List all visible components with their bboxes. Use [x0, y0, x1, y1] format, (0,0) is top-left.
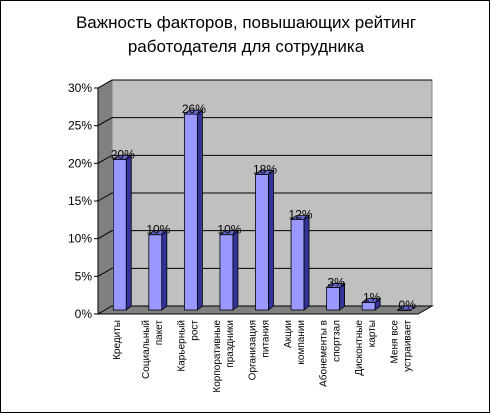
x-category-label: Социальный пакет: [141, 320, 165, 379]
x-category-label-line: Дисконтные: [354, 320, 365, 376]
x-category-label-line: Организация: [248, 320, 259, 380]
x-category-label-line: Социальный: [141, 320, 152, 379]
bar: [218, 229, 240, 311]
gridlines: [97, 79, 432, 277]
gridline: [97, 117, 432, 127]
data-label: 18%: [253, 162, 277, 176]
bar-side: [161, 229, 168, 311]
bar-front: [290, 219, 305, 311]
x-category-label-line: Абонементы в: [318, 320, 330, 387]
x-category-label-line: Меня все: [390, 320, 401, 364]
data-label: 10%: [217, 223, 241, 237]
bar: [396, 305, 417, 311]
bar-top: [361, 298, 382, 303]
bar: [289, 214, 311, 311]
y-tick-label: 15%: [68, 194, 92, 208]
x-category-label-line: устраивает: [403, 320, 414, 372]
bar: [147, 229, 168, 311]
x-category-label: Корпоративные праздники: [212, 320, 236, 393]
bar-side: [303, 214, 310, 311]
bar-side: [232, 229, 239, 311]
bar-top: [183, 109, 204, 115]
x-axis-categories: Кредиты Социальный пакет Карьерный рост Корпо…: [112, 320, 414, 393]
gridline: [97, 79, 432, 89]
bars: [112, 109, 417, 311]
bar-top: [147, 230, 168, 236]
y-tick-label: 25%: [68, 119, 92, 133]
gridline: [97, 154, 432, 164]
bar: [325, 282, 346, 311]
bar-top: [254, 169, 275, 175]
data-label: 3%: [327, 275, 345, 289]
x-category-label: Организация питания: [248, 320, 272, 380]
y-tick-label: 0%: [75, 307, 93, 321]
y-tick-label: 10%: [68, 232, 92, 246]
x-category-label: Карьерный рост: [176, 320, 200, 372]
bar-side: [196, 109, 203, 311]
x-category-label-line: спортзал: [332, 320, 343, 362]
y-axis-ticks: 0% 5% 10% 15% 20% 25% 30%: [68, 81, 98, 321]
x-category-label-line: Карьерный: [176, 320, 187, 372]
bar-front: [112, 158, 127, 311]
x-category-label: Абонементы в спортзал: [318, 320, 343, 387]
data-label: 20%: [111, 147, 135, 161]
x-category-label-line: питания: [261, 320, 272, 358]
bar-front: [219, 234, 234, 311]
x-category-label-line: пакет: [154, 320, 165, 346]
x-category-label: Дисконтные карты: [354, 320, 378, 376]
bar-top: [325, 282, 346, 288]
x-category-label-line: праздники: [225, 320, 236, 368]
chart-title-line-2: работодателя для сотрудника: [127, 37, 365, 56]
bar: [254, 169, 275, 311]
bar-front: [326, 286, 341, 311]
gridline: [97, 267, 432, 277]
bar-top: [289, 215, 311, 221]
data-label: 1%: [363, 290, 381, 304]
x-category-label-line: компании: [296, 320, 307, 365]
x-category-label-line: карты: [367, 320, 378, 347]
x-category-label: Меня все устраивает: [390, 320, 414, 372]
bar-front: [255, 173, 269, 311]
data-label: 12%: [289, 208, 313, 222]
data-labels: 20% 10% 26% 10% 18% 12% 3% 1% 0%: [111, 102, 416, 312]
bar-top: [112, 154, 133, 160]
data-label: 0%: [399, 298, 417, 312]
bar-front: [183, 113, 198, 311]
gridline: [97, 192, 432, 202]
y-tick-label: 20%: [68, 156, 92, 170]
x-category-label: Кредиты: [112, 320, 123, 360]
x-category-label-line: Корпоративные: [212, 320, 223, 393]
data-label: 26%: [182, 102, 206, 116]
bar: [112, 154, 133, 311]
chart-title: Важность факторов, повышающих рейтинг ра…: [1, 11, 491, 59]
y-tick-label: 5%: [75, 269, 93, 283]
bar-side: [125, 154, 132, 311]
bar-front: [148, 234, 163, 311]
chart-title-line-1: Важность факторов, повышающих рейтинг: [75, 13, 417, 32]
gridline: [97, 230, 432, 240]
y-tick-label: 30%: [68, 81, 92, 95]
bar-side: [268, 169, 274, 311]
x-category-label-line: рост: [189, 320, 200, 341]
bar: [183, 109, 204, 311]
bar-top: [218, 230, 240, 236]
x-category-label: Акции компании: [283, 320, 307, 365]
bar: [361, 297, 382, 311]
x-category-label-line: Акции: [283, 320, 294, 348]
x-category-label-line: Кредиты: [112, 320, 123, 360]
data-label: 10%: [146, 223, 170, 237]
bar-top: [396, 305, 417, 311]
